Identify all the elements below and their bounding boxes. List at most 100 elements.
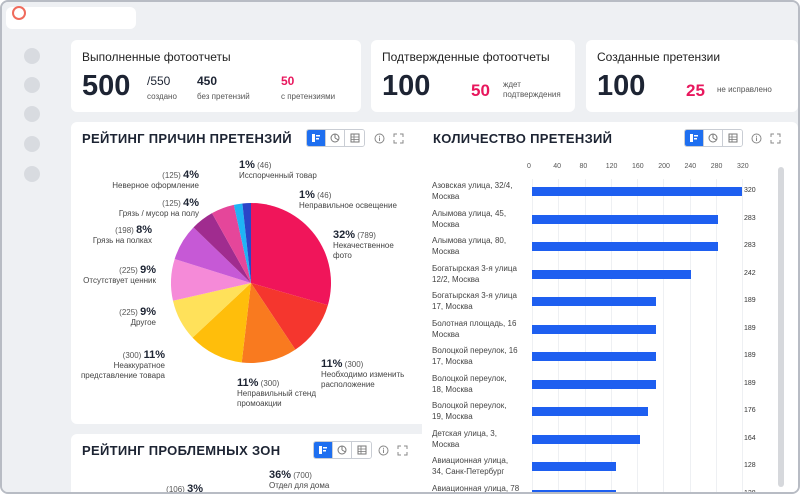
bar-value-label: 320 (744, 187, 756, 194)
bar[interactable] (532, 434, 640, 444)
kpi-value: 100 (597, 70, 646, 102)
bar-value-label: 283 (744, 214, 756, 222)
bar-view-icon[interactable] (685, 130, 704, 146)
info-icon[interactable] (373, 132, 385, 144)
pie-slice[interactable] (174, 227, 251, 283)
pie-slice[interactable] (192, 283, 251, 363)
kpi-confirmed-card: Подтвержденные фотоотчеты 100 50 ждет по… (371, 40, 575, 112)
address-bar[interactable] (6, 7, 136, 29)
pie-view-icon[interactable] (326, 130, 345, 146)
pie-slice[interactable] (251, 283, 328, 350)
bar[interactable] (532, 407, 648, 416)
bar-category-label: Богатырская 3-я улица 17, Москва (432, 291, 517, 311)
bar-category-label: Алымова улица, 45, Москва (432, 208, 507, 229)
bar-category-label: Волоцкой переулок, 16 17, Москва (432, 346, 518, 366)
sidebar-item-3[interactable] (24, 106, 40, 122)
bar-category-label: Алымова улица, 80, Москва (432, 236, 507, 256)
pie-label: (300) 11% Неаккуратное представление това… (80, 349, 165, 381)
kpi-no-claims-label: без претензий (197, 92, 250, 101)
pie-slice[interactable] (172, 283, 251, 338)
pie-label: (125) 4% Неверное оформление (112, 169, 199, 191)
top-bar (2, 2, 798, 32)
info-icon[interactable] (750, 132, 762, 144)
table-view-icon[interactable] (345, 130, 364, 146)
pie-label: 11% (300) Необходимо изменить расположени… (321, 358, 405, 390)
grid-line (689, 179, 691, 492)
pie-label: 1% (46) Неправильное освещение (299, 189, 397, 211)
axis-tick-label: 40 (553, 163, 562, 170)
bar-value-label: 164 (744, 434, 756, 442)
kpi-value: 500 (82, 70, 131, 102)
bar-view-icon[interactable] (314, 442, 333, 458)
sidebar-item-1[interactable] (24, 48, 40, 64)
bar-category-label: Волоцкой переулок, 19, Москва (432, 401, 507, 421)
sidebar-item-4[interactable] (24, 136, 40, 152)
bar[interactable] (532, 214, 718, 224)
bar[interactable] (532, 462, 616, 471)
grid-line (610, 179, 612, 492)
zone-label: 36% (700) Отдел для дома (269, 469, 330, 491)
kpi-created-label: создано (147, 92, 177, 101)
bar-value-label: 283 (744, 242, 756, 249)
pie-view-icon[interactable] (333, 442, 352, 458)
axis-tick-label: 200 (658, 163, 670, 170)
bar-value-label: 189 (744, 379, 756, 387)
scrollbar[interactable] (778, 167, 784, 487)
kpi-unfixed-label: не исправлено (717, 85, 772, 94)
bar-category-label: Авиационная улица, 34, Санк-Петербург (432, 456, 509, 476)
bar[interactable] (532, 352, 657, 361)
expand-icon[interactable] (392, 132, 404, 144)
pie-slice[interactable] (193, 213, 251, 283)
axis-tick-label: 80 (579, 163, 588, 170)
reasons-pie-chart (171, 203, 331, 363)
view-toggle (306, 129, 365, 147)
sidebar-item-5[interactable] (24, 166, 40, 182)
info-icon[interactable] (377, 444, 389, 456)
bar-value-label: 128 (744, 462, 756, 469)
table-view-icon[interactable] (723, 130, 742, 146)
axis-tick-label: 0 (527, 163, 531, 170)
kpi-total: /550 (147, 74, 171, 88)
bar-category-label: Волоцкой переулок, 18, Москва (432, 373, 507, 394)
bar-category-label: Болотная площадь, 16 Москва (432, 318, 517, 339)
grid-line (558, 179, 560, 492)
pie-slice[interactable] (242, 203, 251, 283)
pie-view-icon[interactable] (704, 130, 723, 146)
expand-icon[interactable] (396, 444, 408, 456)
pie-label: (198) 8% Грязь на полках (92, 224, 152, 246)
pie-slice[interactable] (241, 283, 296, 363)
bar-view-icon[interactable] (307, 130, 326, 146)
bar[interactable] (532, 324, 657, 334)
view-toggle (313, 441, 372, 459)
bar[interactable] (532, 242, 718, 251)
app-logo-icon[interactable] (12, 6, 26, 20)
pie-slice[interactable] (233, 203, 251, 283)
grid-line (715, 179, 717, 492)
kpi-value: 100 (382, 70, 431, 102)
bar[interactable] (532, 269, 691, 279)
bar-value-label: 189 (744, 352, 756, 359)
kpi-pending-value: 50 (471, 81, 490, 100)
kpi-claims-card: Созданные претензии 100 25 не исправлено (586, 40, 798, 112)
bar[interactable] (532, 297, 657, 306)
sidebar-item-2[interactable] (24, 77, 40, 93)
pie-slice[interactable] (251, 203, 331, 306)
bar-category-label: Богатырская 3-я улица 12/2, Москва (432, 263, 517, 284)
claims-count-card: КОЛИЧЕСТВО ПРЕТЕНЗИЙ 0 40 80 120 160 200 240 28… (422, 122, 798, 494)
pie-label: (225) 9% Отсутствует ценник (83, 264, 156, 286)
expand-icon[interactable] (769, 132, 781, 144)
bar-value-label: 128 (744, 489, 756, 494)
bar[interactable] (532, 489, 616, 492)
pie-slice[interactable] (212, 204, 251, 283)
axis-tick-label: 280 (710, 163, 723, 170)
zone-label: (106) 3% (166, 483, 203, 494)
bar[interactable] (532, 187, 742, 196)
axis-tick-label: 320 (737, 163, 749, 170)
section-title: КОЛИЧЕСТВО ПРЕТЕНЗИЙ (433, 131, 613, 146)
grid-line (532, 179, 533, 492)
bar[interactable] (532, 379, 657, 389)
pie-slice[interactable] (171, 259, 251, 301)
table-view-icon[interactable] (352, 442, 371, 458)
axis-tick-label: 160 (632, 163, 644, 170)
